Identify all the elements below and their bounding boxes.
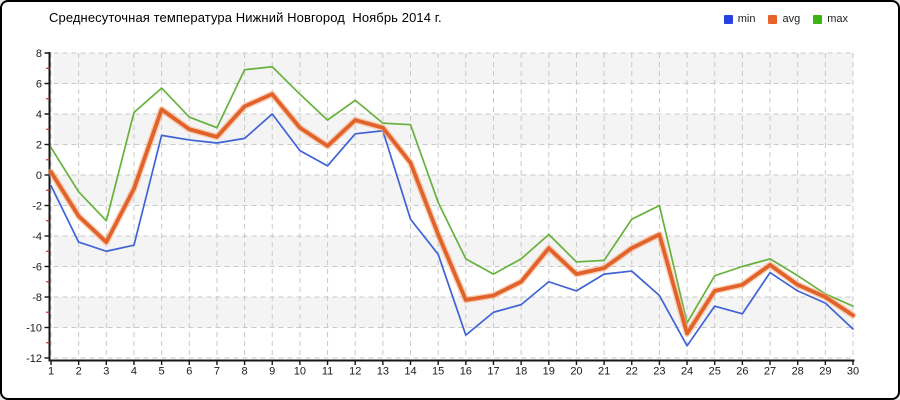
y-tick-label: -4 — [32, 231, 42, 243]
y-tick-label: -10 — [26, 322, 42, 334]
y-tick-label: 8 — [36, 48, 42, 60]
x-tick-label: 23 — [653, 366, 665, 378]
y-tick-label: -2 — [32, 200, 42, 212]
legend-item-avg[interactable]: avg — [768, 13, 800, 25]
plot-band — [53, 53, 853, 84]
plot-band — [53, 175, 853, 206]
plot-band — [53, 236, 853, 267]
x-tick-label: 27 — [764, 366, 776, 378]
x-tick-label: 16 — [460, 366, 472, 378]
x-tick-label: 1 — [48, 366, 54, 378]
x-tick-label: 4 — [131, 366, 137, 378]
y-tick-label: -6 — [32, 261, 42, 273]
x-tick-label: 6 — [186, 366, 192, 378]
x-tick-label: 9 — [269, 366, 275, 378]
x-tick-label: 22 — [626, 366, 638, 378]
y-tick-label: 6 — [36, 78, 42, 90]
x-tick-label: 26 — [736, 366, 748, 378]
legend-label-min: min — [737, 13, 756, 25]
min-swatch-icon — [723, 14, 733, 24]
chart-title: Среднесуточная температура Нижний Новгор… — [49, 10, 442, 25]
x-tick-label: 2 — [76, 366, 82, 378]
x-tick-label: 17 — [487, 366, 499, 378]
x-tick-label: 3 — [103, 366, 109, 378]
x-tick-label: 15 — [432, 366, 444, 378]
series-lines — [47, 65, 857, 347]
max-line — [50, 65, 854, 324]
axes — [44, 52, 855, 365]
x-tick-label: 29 — [819, 366, 831, 378]
x-tick-label: 14 — [404, 366, 416, 378]
x-tick-label: 25 — [709, 366, 721, 378]
x-tick-label: 8 — [242, 366, 248, 378]
x-tick-label: 30 — [847, 366, 859, 378]
x-tick-label: 18 — [515, 366, 527, 378]
avg-swatch-icon — [768, 14, 778, 24]
x-tick-label: 12 — [349, 366, 361, 378]
y-tick-label: 2 — [36, 139, 42, 151]
max-swatch-icon — [813, 14, 823, 24]
x-tick-label: 10 — [294, 366, 306, 378]
plot-band — [53, 297, 853, 328]
chart-legend: min avg max — [723, 13, 848, 25]
x-tick-label: 28 — [792, 366, 804, 378]
y-tick-label: -8 — [32, 292, 42, 304]
min-line — [50, 113, 854, 347]
bands — [53, 53, 853, 328]
x-tick-label: 7 — [214, 366, 220, 378]
x-tick-label: 11 — [322, 366, 333, 378]
x-tick-label: 5 — [159, 366, 165, 378]
x-tick-label: 24 — [681, 366, 693, 378]
x-tick-label: 19 — [543, 366, 555, 378]
x-tick-label: 21 — [598, 366, 610, 378]
legend-item-min[interactable]: min — [723, 13, 756, 25]
y-tick-label: 4 — [36, 109, 42, 121]
x-tick-label: 13 — [377, 366, 389, 378]
avg-line — [49, 92, 855, 336]
x-tick-label: 20 — [570, 366, 582, 378]
y-tick-label: 0 — [36, 170, 42, 182]
legend-label-avg: avg — [782, 13, 801, 25]
y-tick-label: -12 — [26, 353, 42, 365]
legend-item-max[interactable]: max — [813, 13, 848, 25]
legend-label-max: max — [827, 13, 848, 25]
